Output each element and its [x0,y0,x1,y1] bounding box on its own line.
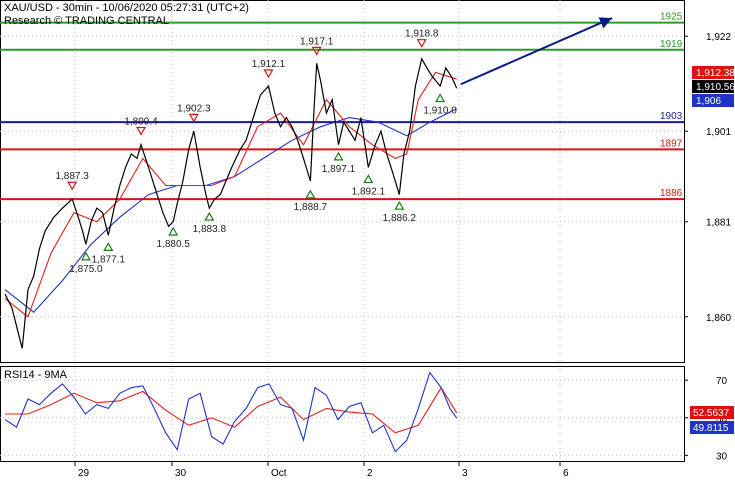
y-tick-label: 1,881 [706,218,731,229]
last-value-tags: 1,912.38 1,910.56 1,906 52.5637 49.8115 [690,66,735,434]
swing-high-marker [263,69,274,79]
rsi-y-tick-label: 70 [716,376,728,387]
price-tag-label: 1,910.56 [696,82,735,93]
rsi-y-tick-label: 50 [716,414,728,425]
swing-low-label: 1,880.5 [156,239,190,250]
x-tick-label: 2 [367,468,373,479]
x-tick-label: 3 [462,468,468,479]
price-tag-box [692,80,734,93]
swing-high-marker [416,39,427,48]
rsi-y-tick-label: 30 [716,451,728,462]
horizontal-levels: 1925 1919 1903 1897 1886 [0,12,684,201]
price-tag-box [692,66,734,79]
swing-low-label: 1,886.2 [383,213,417,224]
projection-arrow [460,17,613,86]
swing-low-marker [394,200,405,210]
swing-high-marker [188,113,199,123]
price-line [4,57,458,349]
swing-high-label: 1,912.1 [252,59,286,70]
price-tag-label: 1,906 [696,96,721,107]
y-tick-label: 1,901 [706,127,731,138]
ma-fast-line [4,71,457,318]
swing-low-label: 1,877.1 [92,254,126,265]
swing-high-marker [67,181,78,191]
rsi-tag-box [690,406,734,419]
rsi-panel-frame [0,366,685,462]
rsi-line [4,371,458,453]
level-label: 1919 [660,39,683,50]
swing-high-label: 1,902.3 [177,103,211,114]
swing-low-marker [168,226,179,236]
swing-low-marker [305,189,316,199]
swing-high-label: 1,918.8 [405,29,439,40]
y-axis: 1,922 1,901 1,881 1,860 70 50 30 [684,32,731,462]
level-label: 1897 [660,138,683,149]
x-tick-label: 29 [78,468,90,479]
y-tick-label: 1,922 [706,32,731,43]
price-panel-frame [0,0,685,363]
swing-low-marker [363,174,374,184]
series [4,17,613,453]
chart-title: XAU/USD - 30min - 10/06/2020 05:27:31 (U… [4,2,249,14]
swing-low-marker [333,151,344,161]
level-label: 1925 [660,12,683,23]
swing-low-label: 1,910.0 [423,106,457,117]
swing-low-label: 1,875.0 [69,264,103,275]
rsi-title: RSI14 - 9MA [4,369,68,381]
swing-low-marker [103,242,114,251]
x-tick-label: Oct [271,468,287,479]
swing-low-label: 1,888.7 [294,202,328,213]
swing-markers: 1,887.3 1,875.01,877.1 1,899.4 1,880.5 1,902… [55,29,457,275]
swing-low-marker [435,93,446,103]
swing-high-marker [136,126,147,136]
level-label: 1903 [660,111,683,122]
projection-arrowhead [598,17,612,29]
price-tag-label: 1,912.38 [696,68,735,79]
swing-high-label: 1,917.1 [300,36,334,47]
rsi-tag-label: 52.5637 [693,408,730,419]
x-tick-label: 30 [175,468,187,479]
swing-low-label: 1,883.8 [193,224,227,235]
swing-high-label: 1,899.4 [124,116,158,127]
chart-subtitle: Research © TRADING CENTRAL [4,15,169,27]
swing-low-label: 1,897.1 [322,164,356,175]
rsi-ma-line [5,386,458,434]
level-label: 1886 [660,188,683,199]
price-tag-box [692,94,734,107]
y-tick-label: 1,860 [706,313,731,324]
swing-low-marker [80,251,91,261]
swing-high-label: 1,887.3 [55,171,89,182]
rsi-tag-box [690,421,734,434]
x-tick-label: 6 [563,468,569,479]
x-axis: 29 30 Oct 2 3 6 [74,461,569,479]
ma-slow-line [4,108,457,313]
swing-high-marker [311,46,322,56]
rsi-tag-label: 49.8115 [693,423,729,434]
swing-low-label: 1,892.1 [352,186,386,197]
swing-low-marker [204,211,215,221]
grid [0,0,684,461]
